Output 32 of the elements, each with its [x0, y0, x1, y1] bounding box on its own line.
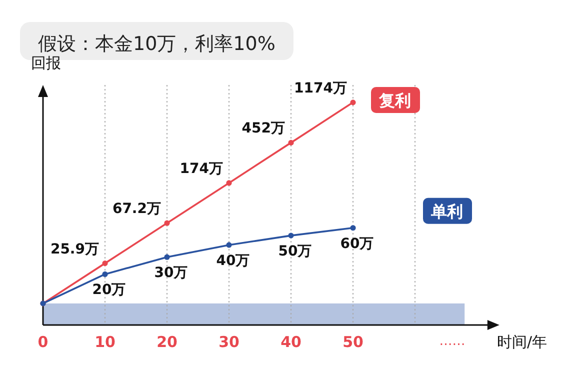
point: [350, 225, 356, 231]
data-label: 67.2万: [112, 201, 161, 218]
x-tick-label: 20: [156, 333, 178, 351]
x-tick-label: 40: [280, 333, 302, 351]
data-label: 174万: [180, 160, 223, 177]
x-tick-label: 30: [218, 333, 240, 351]
point: [226, 180, 232, 186]
x-axis-title: 时间/年: [496, 333, 548, 351]
y-axis-title: 回报: [31, 54, 61, 72]
point: [164, 254, 170, 260]
data-label: 40万: [216, 252, 250, 269]
series-label: 复利: [378, 91, 411, 110]
point: [102, 271, 108, 278]
point: [102, 260, 108, 266]
x-tick-label: 0: [38, 333, 48, 351]
text: ……: [439, 334, 466, 349]
point: [288, 232, 294, 238]
data-label: 1174万: [294, 80, 347, 96]
data-label: 452万: [242, 120, 285, 137]
data-label: 50万: [278, 244, 312, 260]
point: [226, 242, 232, 248]
text: 单利: [430, 202, 463, 221]
data-label: 30万: [154, 265, 188, 282]
point: [164, 220, 170, 226]
data-label: 25.9万: [50, 241, 99, 258]
data-label: 60万: [340, 236, 374, 252]
data-label: 20万: [92, 282, 126, 298]
chart-title: 假设：本金10万，利率10%: [38, 33, 276, 55]
x-tick-label: 50: [342, 333, 364, 351]
x-tick-label: 10: [94, 333, 116, 351]
point: [288, 140, 294, 146]
point: [350, 100, 356, 106]
